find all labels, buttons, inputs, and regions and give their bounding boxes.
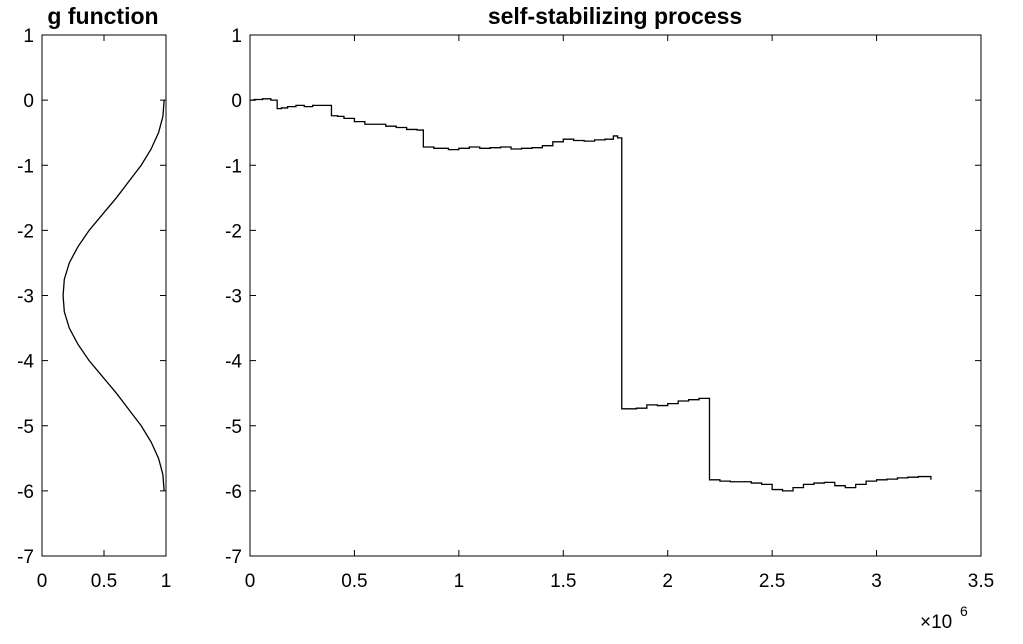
x-tick-label: 1 [454,571,465,592]
x-tick-label: 3 [871,571,882,592]
g-function-title: g function [47,3,158,29]
y-tick-label: -2 [17,221,34,242]
y-tick-label: 1 [23,26,34,47]
x-multiplier-label: ×10 6 [920,603,968,633]
y-tick-label: 0 [23,91,34,112]
y-tick-label: -4 [225,352,242,373]
process-title: self-stabilizing process [488,3,742,29]
y-tick-label: -3 [17,287,34,308]
x-tick-label: 2 [662,571,673,592]
x-tick-label: 0 [37,571,48,592]
x-multiplier-base: ×10 [920,612,952,633]
x-multiplier-exponent: 6 [960,603,968,619]
y-tick-label: -1 [225,156,242,177]
x-tick-label: 0.5 [341,571,367,592]
g-function-axes-box [41,34,167,557]
x-tick-label: 0 [245,571,256,592]
x-tick-label: 1.5 [550,571,576,592]
g-function-ticks: 10-1-2-3-4-5-6-70 0.5 1 [17,26,171,592]
y-tick-label: -7 [17,547,34,568]
y-tick-label: 0 [231,91,242,112]
y-tick-label: -5 [17,417,34,438]
process-ticks: 10-1-2-3-4-5-6-70 0.5 1 1.5 2 2.5 3 3.5 [225,26,994,592]
x-tick-label: 0.5 [91,571,117,592]
x-tick-label: 3.5 [968,571,994,592]
y-tick-label: -2 [225,221,242,242]
y-tick-label: -6 [17,482,34,503]
g-function-curve [62,100,165,491]
y-tick-label: 1 [231,26,242,47]
y-tick-label: -7 [225,547,242,568]
y-tick-label: -4 [17,352,34,373]
x-tick-label: 1 [161,571,172,592]
y-tick-label: -5 [225,417,242,438]
x-tick-label: 2.5 [759,571,785,592]
y-tick-label: -6 [225,482,242,503]
y-tick-label: -1 [17,156,34,177]
process-panel: self-stabilizing process 1 0 -1 -2 -3 -4 -5 -6 -… [225,3,994,633]
g-function-panel: g function 10-1-2-3-4-5-6-70 0.5 1 [17,3,171,592]
y-tick-label: -3 [225,287,242,308]
process-axes-box [249,34,982,557]
process-path [250,98,932,492]
